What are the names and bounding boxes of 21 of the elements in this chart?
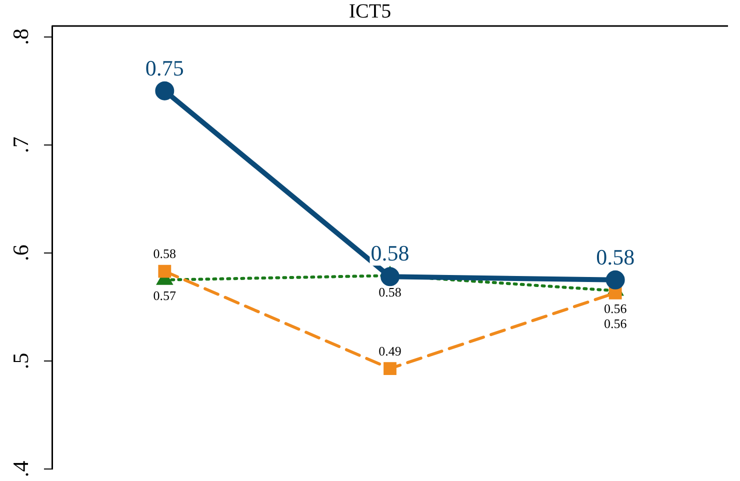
- data-label: 0.56: [604, 316, 628, 331]
- point: [380, 267, 400, 286]
- y-tick-label: .6: [8, 244, 33, 262]
- point: [606, 270, 625, 290]
- y-tick-label: .4: [8, 460, 33, 478]
- data-label: 0.58: [370, 240, 410, 266]
- data-label: 0.58: [153, 246, 176, 262]
- data-label: 0.57: [153, 288, 177, 303]
- point: [158, 264, 172, 278]
- data-label: 0.58: [596, 244, 635, 270]
- chart-title: ICT5: [348, 0, 392, 22]
- y-tick-label: .7: [8, 136, 33, 154]
- data-label: 0.75: [145, 56, 184, 81]
- y-tick-label: .5: [8, 352, 33, 370]
- data-label: 0.49: [378, 343, 402, 358]
- point: [155, 81, 174, 100]
- point: [608, 286, 622, 300]
- data-label: 0.56: [604, 300, 628, 316]
- point: [384, 362, 396, 375]
- y-tick-label: .8: [8, 28, 33, 46]
- data-label: 0.58: [378, 284, 402, 300]
